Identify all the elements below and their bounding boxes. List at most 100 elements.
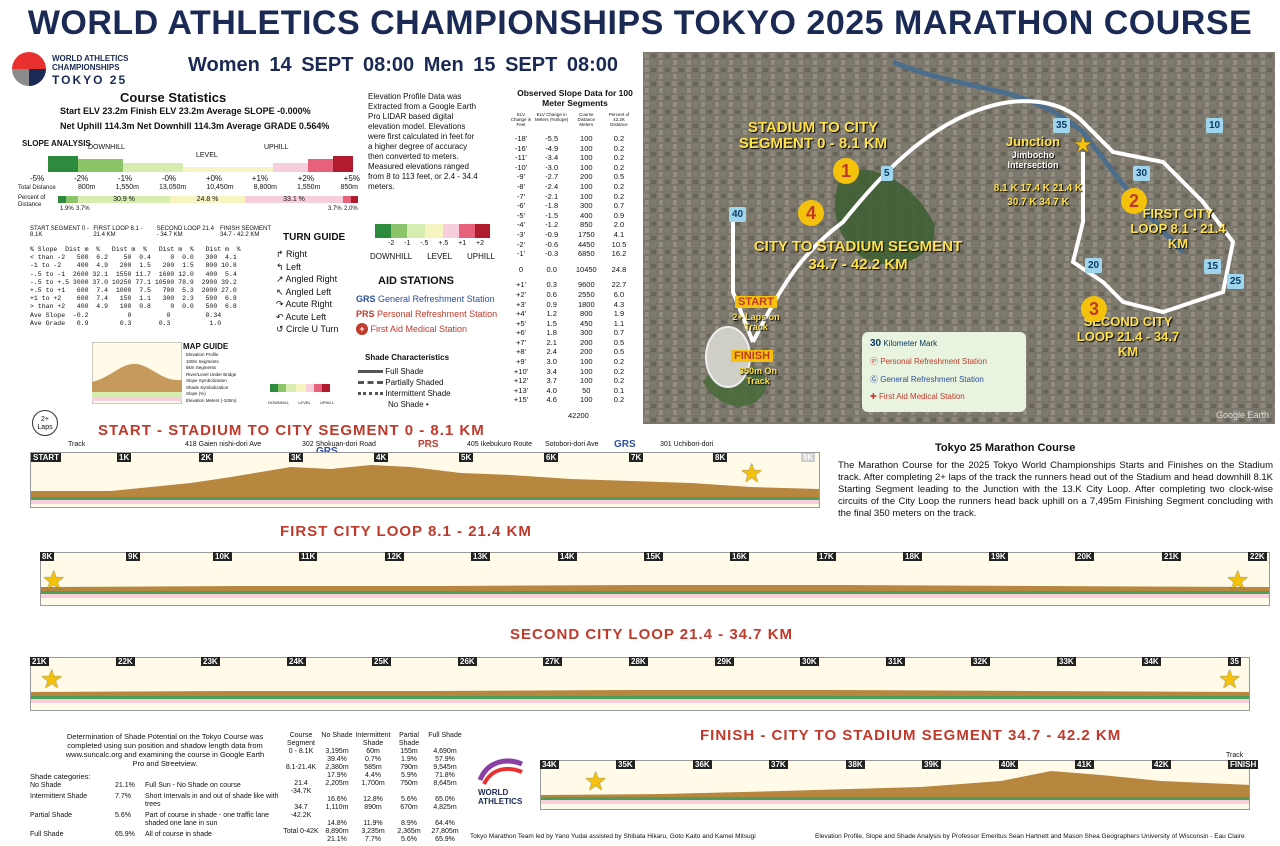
- logo-line1: WORLD ATHLETICS: [52, 54, 129, 63]
- shade-table-cell: 0.7%: [365, 756, 381, 763]
- slope-data-cell: 100: [580, 376, 593, 386]
- slope-data-cell: +6': [516, 328, 526, 338]
- slope-data-cell: 0.2: [613, 153, 625, 163]
- road-label: 302 Shokuan-dori Road: [302, 441, 376, 448]
- shade-table-cell: 8.1-21.4K: [285, 764, 317, 771]
- map-start-sub: 2+ Laps on Track: [732, 312, 780, 332]
- shade-category-pct: 65.9%: [115, 830, 135, 838]
- slope-data-cell: +5': [516, 318, 526, 328]
- shade-table-cell: 34.7 -42.2K: [290, 804, 312, 819]
- intermittent-shade-icon: [358, 392, 383, 396]
- km-tag: 23K: [201, 657, 220, 666]
- segment-header: FINISH SEGMENT 34.7 - 42.2 KM: [219, 226, 271, 238]
- km-marker-25: 25: [1227, 274, 1245, 289]
- slope-data-cell: 200: [580, 172, 593, 182]
- slope-data-row: +2' 0.6 2550 6.0: [510, 290, 634, 300]
- shade-table-header-cell: Course Segment: [286, 732, 316, 747]
- km-tag: 33K: [1057, 657, 1076, 666]
- shade-table-cell: 27,805m: [431, 828, 459, 835]
- shade-table: Course Segment No Shade Intermittent Shade…: [283, 732, 463, 844]
- slope-data-cell: 4.6: [546, 395, 557, 405]
- shade-table-cell: 5.6%: [401, 836, 417, 843]
- slope-data-cell: +2': [516, 289, 526, 299]
- slope-data-cell: 300: [580, 328, 593, 338]
- scale-tick: -2%: [73, 174, 89, 183]
- slope-data-cell: -3.0: [545, 162, 559, 172]
- slope-data-cell: 0.2: [613, 181, 625, 191]
- road-label: 405 Ikebukuro Route: [467, 441, 532, 448]
- shade-category-desc: Short Intervals in and out of shade like…: [145, 792, 279, 809]
- map-guide-thumbnail: [92, 342, 182, 404]
- slope-data-row: +1' 0.3 9600 22.7: [510, 280, 634, 290]
- slope-data-cell: 0.5: [613, 172, 625, 182]
- slope-data-cell: 4.0: [546, 385, 557, 395]
- segment-row: +.5 to +1 600 7.4 1000 7.5 700 5.3 2000 …: [30, 287, 237, 295]
- turn-guide-list: ↱ Right ↰ Left ↗ Angled Right ↖ Angled L…: [276, 248, 339, 336]
- map-seg3-label: SECOND CITY LOOP 21.4 - 34.7 KM: [1076, 314, 1180, 359]
- arrow-angled-right-icon: ↗: [276, 274, 286, 284]
- shade-category-desc: Part of course in shade - one traffic la…: [145, 811, 269, 828]
- strip1-profile: START 1K 2K 3K 4K 5K 6K 7K 8K 9K: [30, 452, 820, 508]
- shade-table-cell: 3,195m: [325, 748, 349, 755]
- distance-value: 800m: [78, 184, 96, 191]
- percent-value: 1.9%: [60, 206, 74, 212]
- slope-data-cell: -2': [516, 239, 526, 249]
- slope-data-cell: 0.6: [546, 289, 557, 299]
- distance-value: 1,550m: [115, 184, 139, 191]
- shade-category-name: Intermittent Shade: [30, 792, 88, 800]
- slope-data-title: Observed Slope Data for 100 Meter Segmen…: [517, 88, 633, 108]
- km-tag: 41K: [1075, 760, 1094, 769]
- slope-data-headers: ELV Change in Feet ELV Change in Meters …: [510, 112, 630, 127]
- slope-data-cell: -1.2: [545, 220, 559, 230]
- slope-data-cell: 6850: [577, 249, 595, 259]
- shade-table-cell: 1.9%: [401, 756, 417, 763]
- slope-data-cell: 850: [580, 220, 593, 230]
- slope-data-cell: 3.0: [546, 357, 557, 367]
- slope-data-cell: 300: [580, 201, 593, 211]
- shade-table-cell: 8,890m: [325, 828, 349, 835]
- map-start-label: START: [735, 296, 777, 308]
- slope-data-cell: +3': [516, 299, 526, 309]
- shade-table-cell: [283, 772, 319, 780]
- shade-table-cell: 57.9%: [435, 756, 455, 763]
- slope-data-cell: 0.2: [613, 134, 625, 143]
- junction-star-icon: ★: [1226, 565, 1250, 595]
- slope-data-table: -18' -5.5 100 0.2 -16' -4.9 100 0.2 -11' -3.4 100 0…: [510, 134, 634, 405]
- km-tag: 28K: [629, 657, 648, 666]
- arrow-right-icon: ↱: [276, 249, 287, 259]
- km-tag: 21K: [1162, 552, 1181, 561]
- course-map[interactable]: STADIUM TO CITY SEGMENT 0 - 8.1 KM 1 FIR…: [643, 52, 1275, 424]
- slope-data-row: +6' 1.8 300 0.7: [510, 328, 634, 338]
- distance-value: 850m: [340, 184, 358, 191]
- slope-data-cell: 4450: [577, 239, 595, 249]
- shade-table-cell: 4.4%: [365, 772, 381, 779]
- slope-data-cell: 0.2: [613, 376, 625, 386]
- prs-pin-icon: Ⓟ: [870, 357, 878, 366]
- segment-row: -1 to -2 400 4.9 200 1.5 200 1.5 800 10.…: [30, 262, 237, 270]
- slope-data-cell: +8': [516, 347, 526, 357]
- slope-data-cell: 0.5: [613, 347, 625, 357]
- slope-data-row: -2' -0.6 4450 10.5: [510, 240, 634, 250]
- slope-data-cell: -5': [516, 210, 526, 220]
- course-desc-text: The Marathon Course for the 2025 Tokyo W…: [838, 460, 1273, 519]
- slope-data-row: +4' 1.2 800 1.9: [510, 309, 634, 319]
- km-tag: 35K: [616, 760, 635, 769]
- slope-data-row: +9' 3.0 100 0.2: [510, 357, 634, 367]
- shade-table-cell: 750m: [400, 780, 418, 787]
- scale-tick: +2%: [297, 174, 314, 183]
- km-tag: 8K: [40, 552, 55, 561]
- km-tag: 12K: [385, 552, 404, 561]
- slope-data-cell: 0.9: [613, 210, 625, 220]
- segment-row: % Slope Dist m % Dist m % Dist m % Dist …: [30, 246, 241, 253]
- km-marker-20: 20: [1085, 258, 1103, 273]
- km-marker-15: 15: [1204, 259, 1222, 274]
- map-junction-km: 8.1 K 17.4 K 21.4 K 30.7 K 34.7 K: [993, 183, 1083, 208]
- shade-table-cell: [283, 836, 319, 844]
- slope-data-row: +10' 3.4 100 0.2: [510, 367, 634, 377]
- map-guide-list: Elevation Profile 100m Segments 5km Segme…: [186, 352, 237, 403]
- km-tag: 20K: [1075, 552, 1094, 561]
- slope-data-cell: 2550: [577, 289, 595, 299]
- slope-data-cell: 100: [580, 395, 593, 405]
- slope-data-cell: 100: [580, 143, 593, 153]
- map-finish-label: FINISH: [731, 350, 774, 362]
